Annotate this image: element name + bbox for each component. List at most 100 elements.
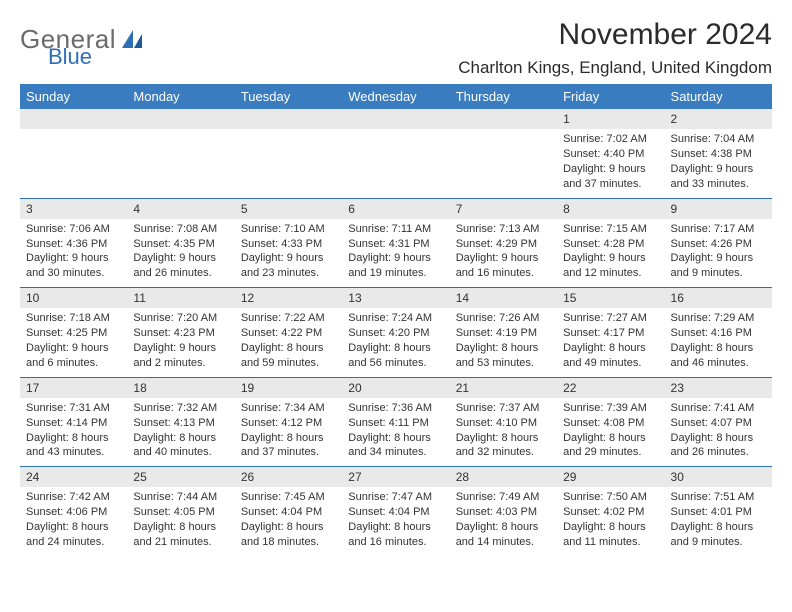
weekday-header: Friday [557, 84, 664, 109]
sunset-text: Sunset: 4:22 PM [241, 326, 336, 341]
daylight-text-1: Daylight: 8 hours [26, 431, 121, 446]
daylight-text-1: Daylight: 9 hours [563, 162, 658, 177]
day-number-cell: 13 [342, 288, 449, 309]
day-number-cell: 29 [557, 467, 664, 488]
day-detail-cell: Sunrise: 7:47 AMSunset: 4:04 PMDaylight:… [342, 487, 449, 555]
day-detail-row: Sunrise: 7:06 AMSunset: 4:36 PMDaylight:… [20, 219, 772, 288]
daylight-text-1: Daylight: 9 hours [133, 251, 228, 266]
day-number-cell: 6 [342, 198, 449, 219]
daylight-text-2: and 23 minutes. [241, 266, 336, 281]
daylight-text-2: and 40 minutes. [133, 445, 228, 460]
day-number-cell: 7 [450, 198, 557, 219]
daylight-text-2: and 59 minutes. [241, 356, 336, 371]
location-subtitle: Charlton Kings, England, United Kingdom [458, 58, 772, 78]
sunset-text: Sunset: 4:26 PM [671, 237, 766, 252]
sunset-text: Sunset: 4:13 PM [133, 416, 228, 431]
daylight-text-1: Daylight: 8 hours [563, 341, 658, 356]
daylight-text-2: and 43 minutes. [26, 445, 121, 460]
day-detail-cell [235, 129, 342, 198]
day-number-cell: 4 [127, 198, 234, 219]
day-detail-cell: Sunrise: 7:26 AMSunset: 4:19 PMDaylight:… [450, 308, 557, 377]
daylight-text-2: and 26 minutes. [133, 266, 228, 281]
sunrise-text: Sunrise: 7:49 AM [456, 490, 551, 505]
sunset-text: Sunset: 4:07 PM [671, 416, 766, 431]
daylight-text-2: and 32 minutes. [456, 445, 551, 460]
day-detail-row: Sunrise: 7:31 AMSunset: 4:14 PMDaylight:… [20, 398, 772, 467]
daylight-text-2: and 37 minutes. [241, 445, 336, 460]
daylight-text-1: Daylight: 9 hours [671, 251, 766, 266]
day-detail-cell: Sunrise: 7:06 AMSunset: 4:36 PMDaylight:… [20, 219, 127, 288]
day-number-cell: 8 [557, 198, 664, 219]
daylight-text-2: and 19 minutes. [348, 266, 443, 281]
sunset-text: Sunset: 4:25 PM [26, 326, 121, 341]
sunset-text: Sunset: 4:10 PM [456, 416, 551, 431]
day-detail-row: Sunrise: 7:18 AMSunset: 4:25 PMDaylight:… [20, 308, 772, 377]
day-detail-cell [127, 129, 234, 198]
sunrise-text: Sunrise: 7:10 AM [241, 222, 336, 237]
daylight-text-2: and 26 minutes. [671, 445, 766, 460]
daylight-text-1: Daylight: 8 hours [671, 431, 766, 446]
day-number-cell: 15 [557, 288, 664, 309]
daylight-text-2: and 49 minutes. [563, 356, 658, 371]
daylight-text-2: and 56 minutes. [348, 356, 443, 371]
day-number-cell: 28 [450, 467, 557, 488]
day-detail-cell: Sunrise: 7:22 AMSunset: 4:22 PMDaylight:… [235, 308, 342, 377]
day-number-cell: 22 [557, 377, 664, 398]
daylight-text-1: Daylight: 8 hours [348, 341, 443, 356]
day-number-cell: 19 [235, 377, 342, 398]
daylight-text-2: and 21 minutes. [133, 535, 228, 550]
sunrise-text: Sunrise: 7:50 AM [563, 490, 658, 505]
sunrise-text: Sunrise: 7:44 AM [133, 490, 228, 505]
weekday-header: Tuesday [235, 84, 342, 109]
day-detail-cell: Sunrise: 7:50 AMSunset: 4:02 PMDaylight:… [557, 487, 664, 555]
day-detail-cell: Sunrise: 7:04 AMSunset: 4:38 PMDaylight:… [665, 129, 772, 198]
day-detail-cell: Sunrise: 7:13 AMSunset: 4:29 PMDaylight:… [450, 219, 557, 288]
daylight-text-2: and 34 minutes. [348, 445, 443, 460]
daylight-text-1: Daylight: 8 hours [26, 520, 121, 535]
daylight-text-2: and 53 minutes. [456, 356, 551, 371]
header: General Blue November 2024 Charlton King… [20, 18, 772, 78]
daylight-text-2: and 18 minutes. [241, 535, 336, 550]
day-detail-cell: Sunrise: 7:27 AMSunset: 4:17 PMDaylight:… [557, 308, 664, 377]
day-detail-cell: Sunrise: 7:29 AMSunset: 4:16 PMDaylight:… [665, 308, 772, 377]
sunrise-text: Sunrise: 7:31 AM [26, 401, 121, 416]
day-number-cell [235, 109, 342, 129]
weekday-header-row: Sunday Monday Tuesday Wednesday Thursday… [20, 84, 772, 109]
daylight-text-2: and 16 minutes. [456, 266, 551, 281]
daylight-text-2: and 24 minutes. [26, 535, 121, 550]
sunrise-text: Sunrise: 7:15 AM [563, 222, 658, 237]
day-number-cell: 24 [20, 467, 127, 488]
sunset-text: Sunset: 4:31 PM [348, 237, 443, 252]
sunrise-text: Sunrise: 7:04 AM [671, 132, 766, 147]
weekday-header: Thursday [450, 84, 557, 109]
day-detail-row: Sunrise: 7:02 AMSunset: 4:40 PMDaylight:… [20, 129, 772, 198]
daylight-text-1: Daylight: 9 hours [26, 341, 121, 356]
daylight-text-2: and 29 minutes. [563, 445, 658, 460]
daylight-text-1: Daylight: 9 hours [456, 251, 551, 266]
sunrise-text: Sunrise: 7:26 AM [456, 311, 551, 326]
sunset-text: Sunset: 4:17 PM [563, 326, 658, 341]
day-number-cell: 16 [665, 288, 772, 309]
sunset-text: Sunset: 4:14 PM [26, 416, 121, 431]
daylight-text-1: Daylight: 8 hours [241, 431, 336, 446]
day-number-row: 10111213141516 [20, 288, 772, 309]
weekday-header: Sunday [20, 84, 127, 109]
sunset-text: Sunset: 4:20 PM [348, 326, 443, 341]
daylight-text-2: and 9 minutes. [671, 266, 766, 281]
daylight-text-1: Daylight: 8 hours [456, 341, 551, 356]
sunset-text: Sunset: 4:02 PM [563, 505, 658, 520]
day-detail-cell: Sunrise: 7:42 AMSunset: 4:06 PMDaylight:… [20, 487, 127, 555]
day-number-cell [342, 109, 449, 129]
daylight-text-1: Daylight: 8 hours [563, 431, 658, 446]
sunset-text: Sunset: 4:29 PM [456, 237, 551, 252]
day-detail-cell: Sunrise: 7:44 AMSunset: 4:05 PMDaylight:… [127, 487, 234, 555]
sunrise-text: Sunrise: 7:20 AM [133, 311, 228, 326]
weekday-header: Wednesday [342, 84, 449, 109]
sunset-text: Sunset: 4:38 PM [671, 147, 766, 162]
sunrise-text: Sunrise: 7:27 AM [563, 311, 658, 326]
day-number-cell: 5 [235, 198, 342, 219]
daylight-text-1: Daylight: 8 hours [241, 520, 336, 535]
daylight-text-1: Daylight: 8 hours [456, 520, 551, 535]
weekday-header: Saturday [665, 84, 772, 109]
sunset-text: Sunset: 4:16 PM [671, 326, 766, 341]
